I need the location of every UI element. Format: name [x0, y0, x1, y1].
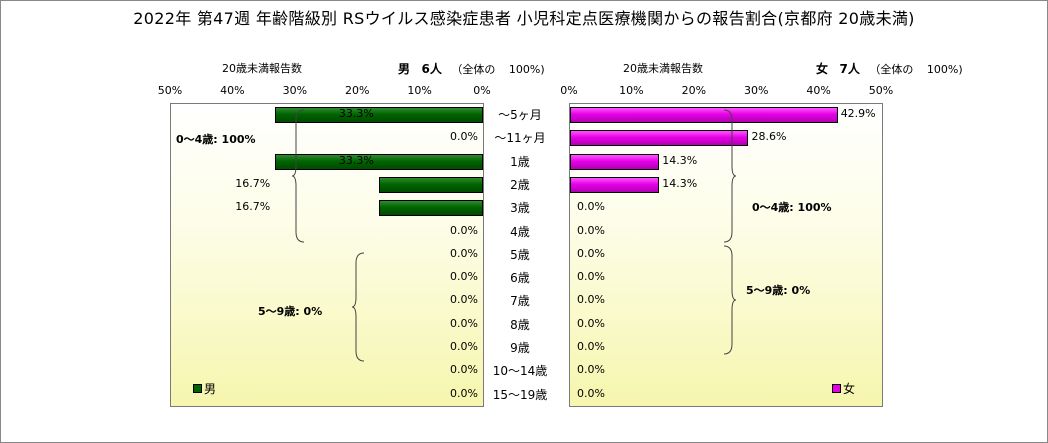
female-value-label: 28.6% — [751, 130, 787, 144]
female-axis-tick: 40% — [806, 84, 831, 97]
male-axis-tick: 50% — [157, 84, 183, 97]
female-value-label: 0.0% — [577, 293, 605, 307]
female-0-4-brace — [723, 109, 737, 243]
male-value-label: 0.0% — [450, 130, 478, 144]
male-bar — [275, 107, 483, 123]
male-value-label: 0.0% — [450, 293, 478, 307]
male-value-label: 16.7% — [235, 200, 271, 214]
male-value-label: 16.7% — [235, 176, 271, 190]
female-legend-swatch — [832, 384, 841, 393]
male-5-9-brace — [351, 252, 365, 362]
female-axis-tick: 50% — [868, 84, 894, 97]
male-bar — [378, 176, 483, 193]
female-value-label: 0.0% — [577, 386, 605, 400]
female-value-label: 0.0% — [577, 223, 605, 237]
female-bar — [570, 176, 660, 193]
female-plot-area: 女 — [569, 103, 883, 407]
female-5-9-brace — [723, 245, 737, 355]
male-axis-tick: 10% — [407, 84, 432, 97]
female-axis-tick: 30% — [743, 84, 769, 97]
male-bar — [378, 200, 483, 217]
male-value-label: 0.0% — [450, 363, 478, 377]
female-value-label: 14.3% — [662, 176, 698, 190]
male-axis-tick: 20% — [344, 84, 370, 97]
female-legend-label: 女 — [843, 382, 856, 396]
category-label: 15～19歳 — [492, 387, 548, 402]
female-5-9-annotation: 5～9歳: 0% — [746, 284, 811, 297]
category-label: 5歳 — [510, 247, 530, 262]
male-value-label: 0.0% — [450, 270, 478, 284]
male-legend-label: 男 — [204, 382, 217, 396]
female-bar — [570, 130, 749, 147]
male-value-label: 0.0% — [450, 316, 478, 330]
category-label: 8歳 — [510, 317, 530, 332]
male-value-label: 33.3% — [338, 153, 374, 167]
female-value-label: 0.0% — [577, 363, 605, 377]
male-axis-tick: 40% — [220, 84, 245, 97]
male-sex-label: 男 — [398, 62, 411, 76]
female-0-4-annotation: 0～4歳: 100% — [752, 201, 832, 214]
male-legend-swatch — [193, 384, 202, 393]
male-header: 男 6人 （全体の 100%) — [398, 60, 545, 77]
category-label: 3歳 — [510, 201, 530, 216]
male-count-label: 20歳未満報告数 — [222, 62, 302, 75]
male-total-pct: 100%) — [508, 63, 545, 76]
male-value-label: 33.3% — [338, 107, 374, 120]
category-label: ～5ヶ月 — [498, 108, 542, 122]
female-count: 7人 — [839, 62, 860, 76]
female-value-label: 0.0% — [577, 340, 605, 353]
female-value-label: 14.3% — [662, 153, 698, 167]
male-total-label: （全体の — [451, 63, 496, 76]
male-axis-tick: 30% — [282, 84, 308, 97]
category-label: 1歳 — [510, 154, 530, 169]
male-value-label: 0.0% — [450, 386, 478, 400]
category-label: 6歳 — [510, 271, 530, 286]
male-0-4-brace — [291, 109, 305, 243]
male-legend: 男 — [193, 380, 216, 397]
female-axis-tick: 20% — [681, 84, 707, 97]
female-value-label: 0.0% — [577, 200, 605, 214]
female-count-label: 20歳未満報告数 — [623, 62, 703, 75]
category-label: 9歳 — [510, 341, 530, 355]
male-0-4-annotation: 0～4歳: 100% — [176, 133, 256, 146]
female-bar — [570, 153, 660, 170]
male-5-9-annotation: 5～9歳: 0% — [258, 305, 323, 318]
male-value-label: 0.0% — [450, 223, 478, 237]
male-axis-tick: 0% — [473, 84, 491, 97]
male-value-label: 0.0% — [450, 246, 478, 260]
category-label: 10～14歳 — [492, 364, 548, 379]
male-plot-area: 男 — [170, 103, 484, 407]
female-bar — [570, 107, 838, 123]
female-axis-tick: 0% — [560, 84, 578, 97]
male-value-label: 0.0% — [450, 340, 478, 353]
category-label: 2歳 — [510, 177, 530, 192]
female-axis-tick: 10% — [619, 84, 644, 97]
chart-title: 2022年 第47週 年齢階級別 RSウイルス感染症患者 小児科定点医療機関から… — [133, 9, 915, 28]
female-sex-label: 女 — [816, 62, 829, 76]
category-label: 7歳 — [510, 294, 530, 309]
female-total-label: （全体の — [869, 63, 914, 76]
female-value-label: 42.9% — [840, 107, 876, 120]
male-count: 6人 — [421, 62, 442, 76]
male-bar — [275, 153, 483, 170]
female-legend: 女 — [832, 380, 855, 397]
category-label: ～11ヶ月 — [494, 131, 546, 146]
female-total-pct: 100%) — [926, 63, 963, 76]
category-label: 4歳 — [510, 224, 530, 239]
female-value-label: 0.0% — [577, 246, 605, 260]
female-header: 女 7人 （全体の 100%) — [816, 60, 963, 77]
female-value-label: 0.0% — [577, 316, 605, 330]
female-value-label: 0.0% — [577, 270, 605, 284]
